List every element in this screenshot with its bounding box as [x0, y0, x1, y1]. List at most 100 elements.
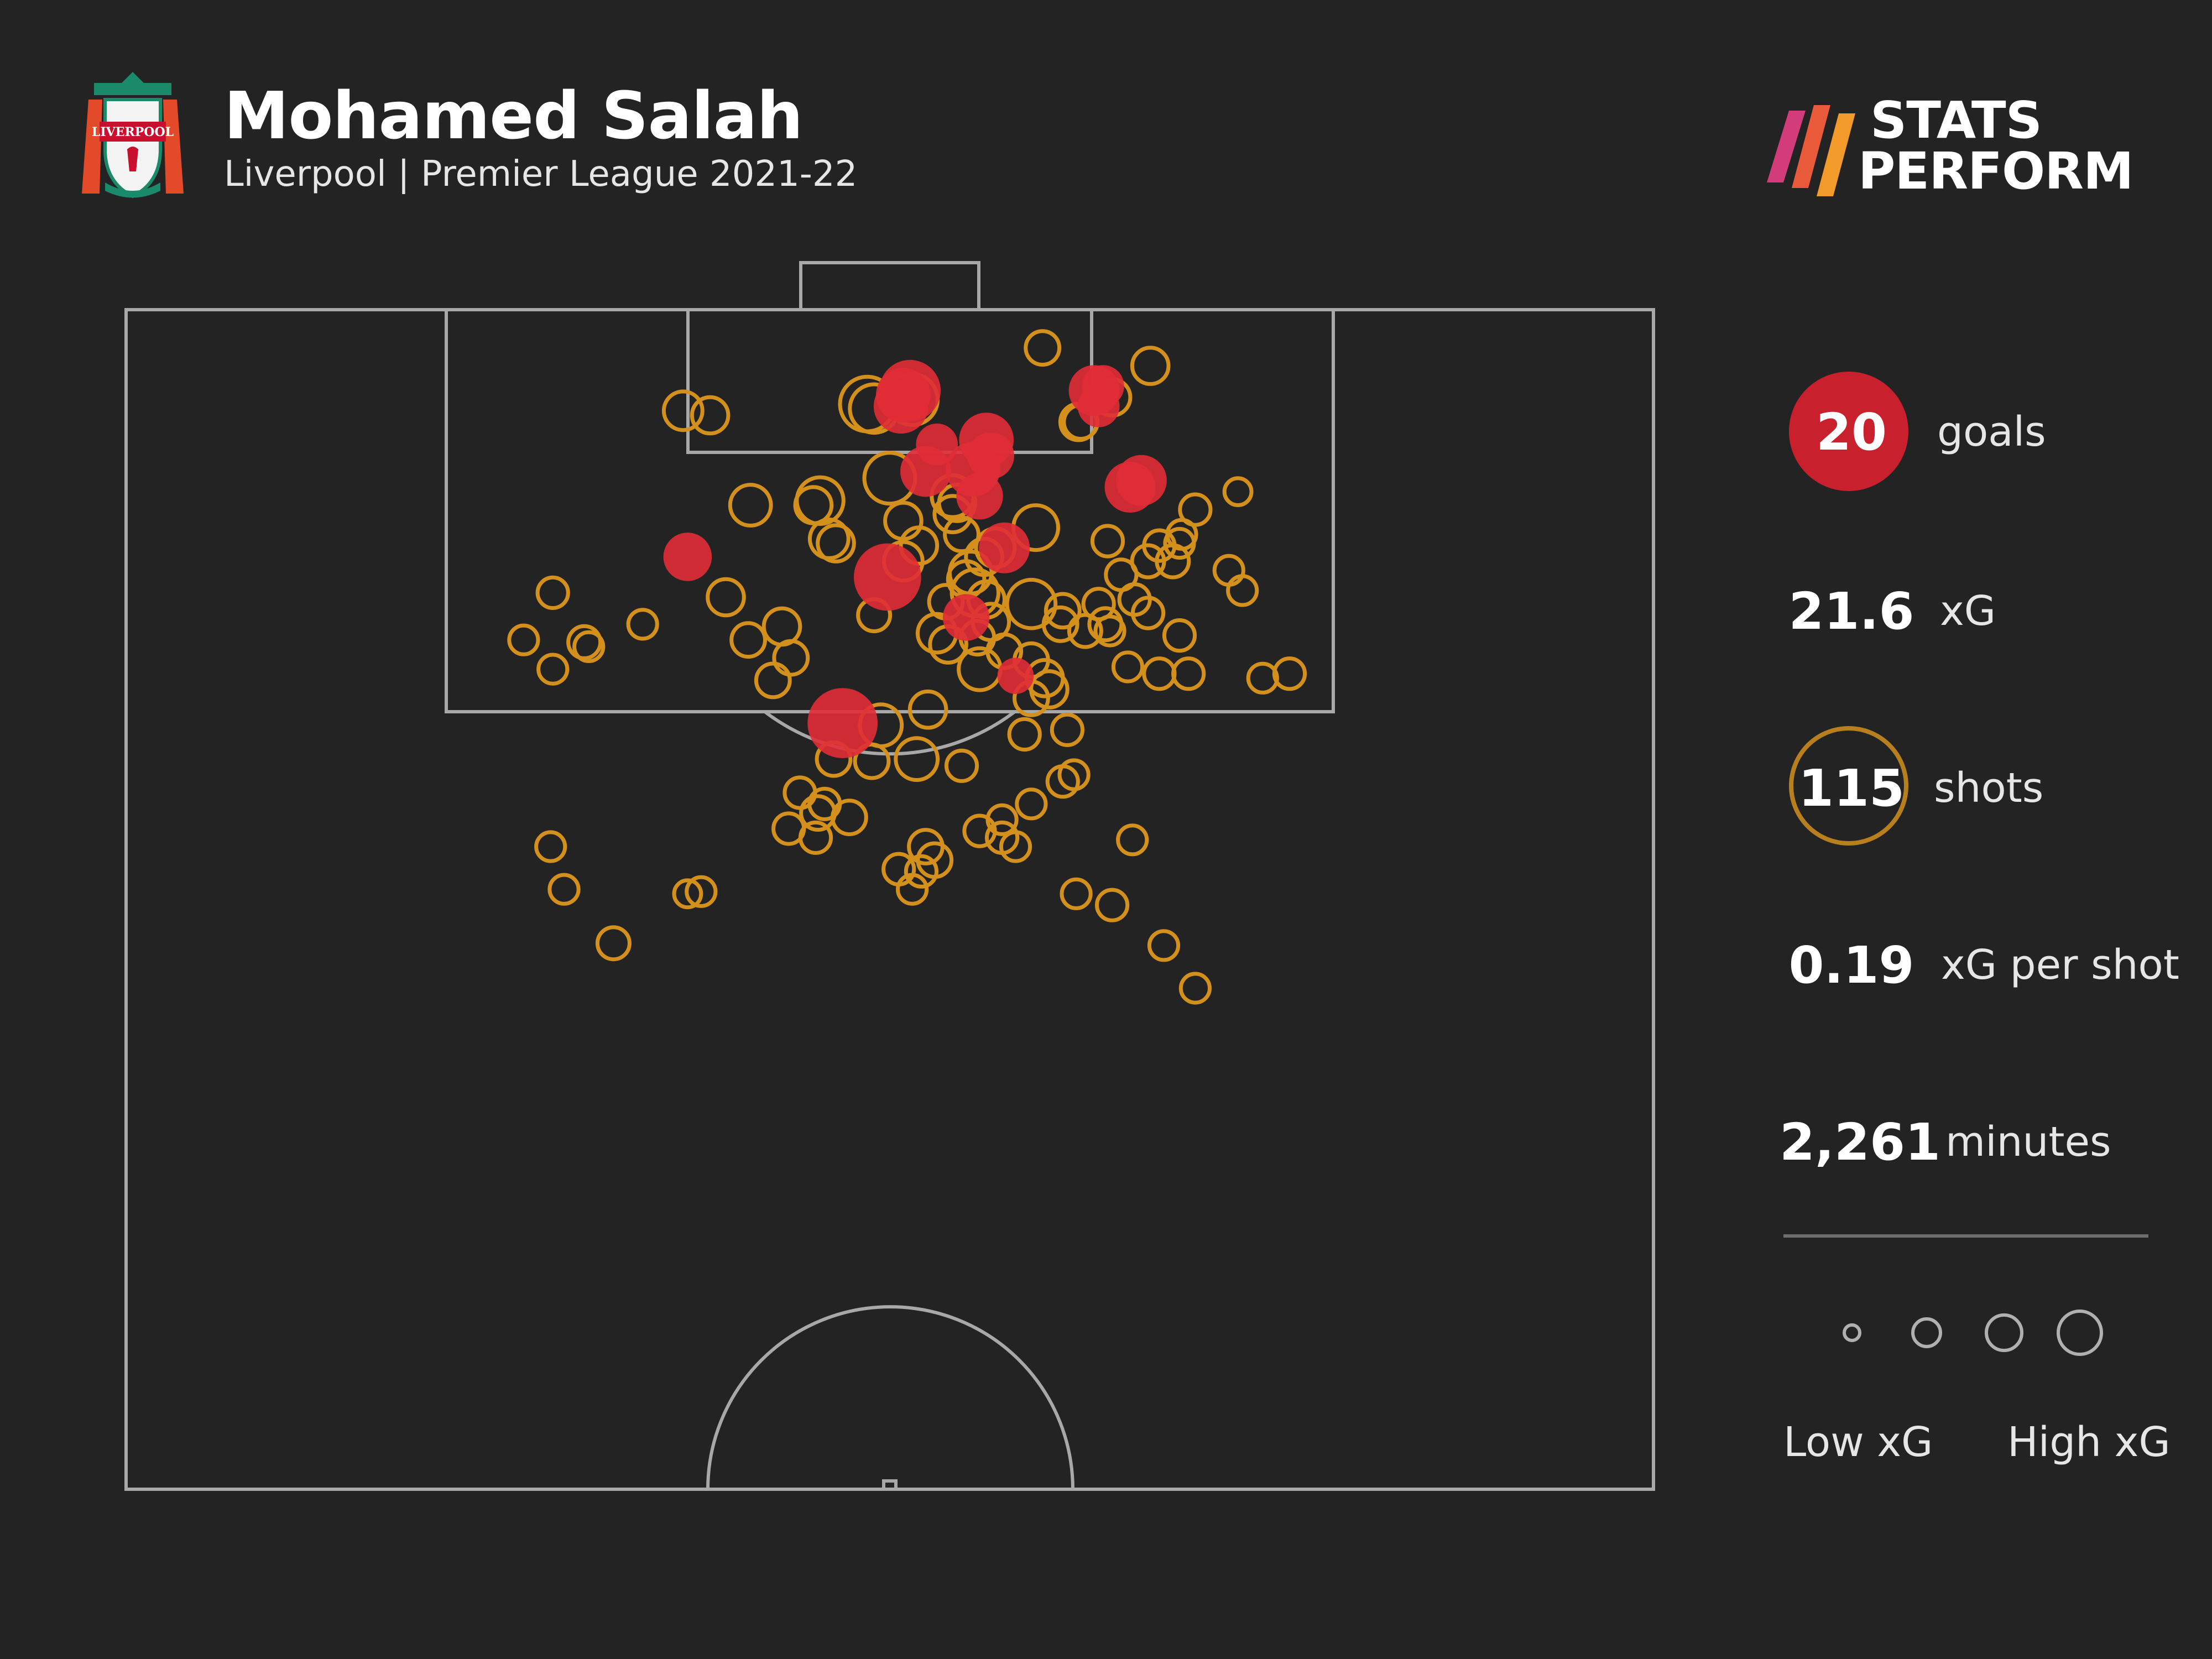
shot-marker	[795, 475, 846, 526]
shot-marker	[899, 525, 940, 566]
xg-label: xG	[1940, 587, 1996, 635]
liverpool-crest-icon: LIVERPOOL	[82, 72, 184, 199]
shot-marker	[1246, 661, 1279, 695]
goal-marker	[876, 368, 931, 422]
shot-marker	[1165, 518, 1198, 551]
goal-marker	[956, 473, 1003, 520]
shot-marker	[894, 736, 940, 782]
shot-marker	[1272, 656, 1307, 691]
legend-circle-lg	[2057, 1310, 2103, 1356]
centre-spot	[882, 1479, 898, 1491]
shot-marker	[816, 523, 856, 564]
shot-marker	[1226, 574, 1259, 607]
shot-marker	[1060, 877, 1093, 910]
stats-divider	[1783, 1234, 2148, 1238]
goal-marker	[854, 543, 921, 611]
shot-marker	[685, 875, 718, 908]
player-subtitle: Liverpool | Premier League 2021-22	[224, 154, 858, 195]
goals-value: 20	[1815, 403, 1887, 462]
goal-marker	[967, 432, 1015, 479]
minutes-label: minutes	[1945, 1118, 2111, 1166]
shot-marker	[793, 485, 834, 525]
shot-marker	[881, 852, 916, 886]
shot-marker	[1005, 577, 1058, 630]
minutes-value: 2,261	[1780, 1113, 1941, 1172]
goal-marker	[997, 658, 1034, 694]
shot-marker	[1212, 554, 1245, 587]
goal-marker	[1104, 462, 1156, 513]
shot-marker	[1178, 972, 1212, 1005]
shot-marker	[1222, 476, 1254, 507]
shot-marker	[661, 389, 705, 432]
shot-marker	[1147, 929, 1181, 962]
shot-marker	[535, 575, 570, 611]
shot-marker	[1130, 346, 1171, 386]
shot-marker	[1116, 823, 1149, 857]
player-name: Mohamed Salah	[224, 77, 803, 154]
goal-marker	[942, 594, 990, 641]
pitch-markings	[124, 261, 1655, 1491]
brand-wordmark: STATS PERFORM	[1858, 95, 2134, 201]
legend-high-label: High xG	[2007, 1418, 2171, 1466]
shot-marker	[985, 803, 1019, 836]
goals-badge	[1789, 372, 1908, 491]
shots-ring	[1789, 726, 1908, 846]
shot-marker	[1090, 524, 1125, 559]
shot-marker	[672, 878, 703, 910]
shot-marker	[1171, 656, 1206, 691]
shot-marker	[690, 395, 731, 436]
shot-marker	[1024, 329, 1062, 367]
legend-circle-md	[1985, 1313, 2023, 1352]
centre-circle	[706, 1305, 1074, 1490]
shot-marker	[798, 820, 833, 855]
shot-marker	[729, 621, 767, 659]
shot-marker	[1111, 650, 1145, 684]
shot-marker	[1050, 712, 1085, 747]
shot-markers	[507, 329, 1307, 1005]
shot-marker	[1142, 656, 1177, 691]
shot-marker	[1057, 758, 1091, 791]
shot-marker	[1162, 618, 1197, 653]
shot-marker	[944, 748, 979, 783]
xg-per-shot-value: 0.19	[1788, 936, 1914, 995]
goal	[799, 261, 980, 311]
stats-perform-stripes-icon	[1767, 105, 1855, 196]
legend-circle-sm	[1911, 1317, 1942, 1348]
shot-marker	[536, 653, 570, 686]
shot-marker	[1131, 596, 1166, 630]
shot-marker	[1087, 606, 1124, 643]
goal-marker	[916, 423, 958, 466]
crest-text: LIVERPOOL	[92, 125, 174, 139]
goal-marker	[979, 522, 1030, 573]
shots-value: 115	[1798, 759, 1905, 818]
shot-marker	[761, 606, 802, 647]
xg-value: 21.6	[1788, 582, 1914, 641]
xg-per-shot-label: xG per shot	[1941, 941, 2179, 989]
shot-marker	[1044, 592, 1082, 630]
shot-marker	[999, 830, 1032, 863]
brand-line2: PERFORM	[1858, 142, 2134, 201]
penalty-arc	[764, 710, 1016, 756]
shot-map	[124, 261, 1655, 1491]
legend-low-label: Low xG	[1783, 1418, 1933, 1466]
goal-marker	[663, 533, 712, 581]
shot-marker	[896, 873, 929, 906]
shot-marker	[1015, 787, 1048, 821]
shot-marker	[507, 623, 540, 656]
shot-marker	[1093, 614, 1126, 648]
shot-marker	[1067, 613, 1103, 649]
shot-marker	[534, 830, 567, 863]
goals-label: goals	[1937, 408, 2046, 456]
goal-marker	[807, 688, 878, 758]
shot-marker	[831, 799, 868, 837]
shot-marker	[547, 873, 581, 906]
shot-marker	[1007, 717, 1042, 752]
shot-marker	[907, 689, 948, 730]
shot-marker	[1029, 669, 1070, 709]
shot-marker	[1041, 605, 1079, 643]
legend-circle-xs	[1843, 1323, 1861, 1342]
shot-marker	[728, 483, 773, 528]
shot-marker	[626, 608, 659, 641]
pitch-outline	[124, 308, 1655, 1491]
shot-marker	[572, 630, 606, 664]
